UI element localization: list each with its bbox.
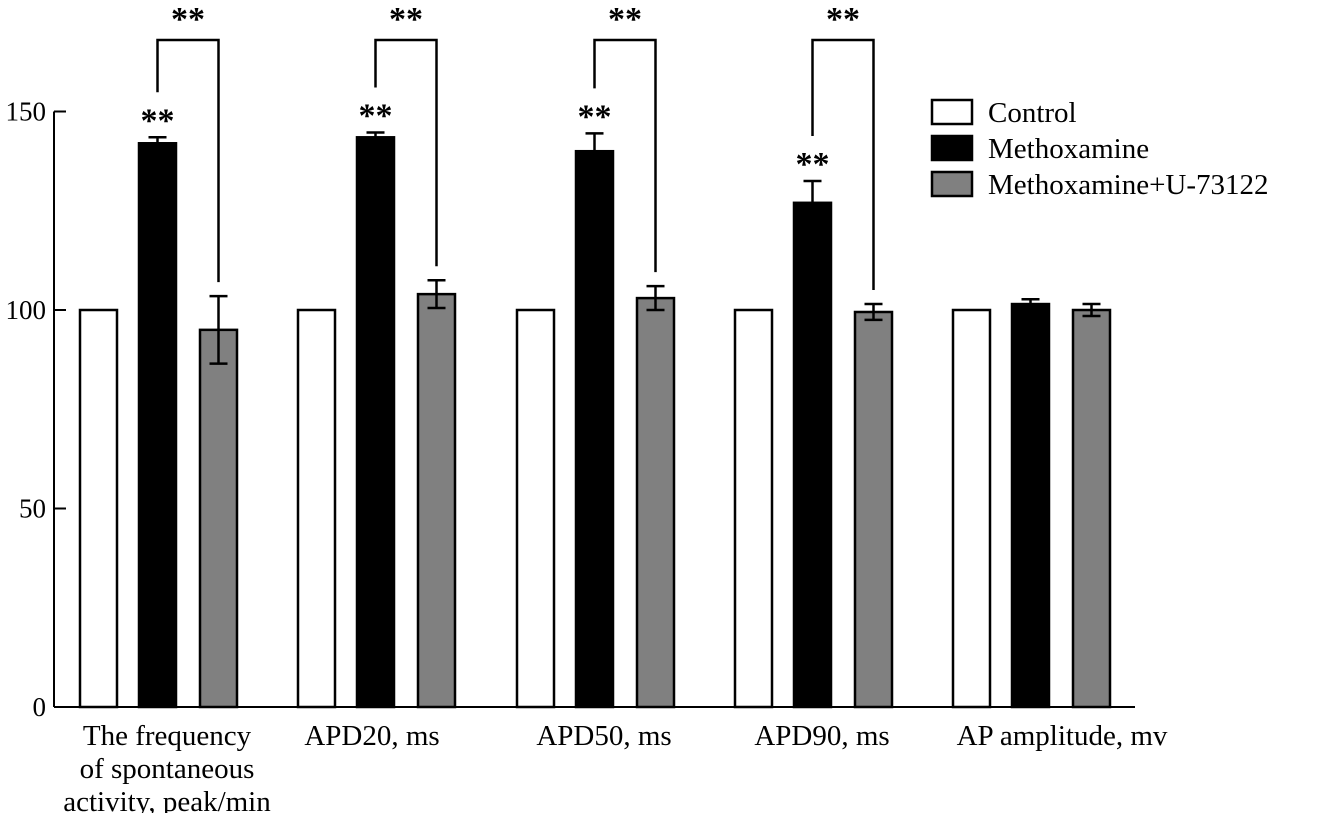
legend-label: Control [988, 97, 1077, 129]
bar-methoxamine-u-73122 [635, 296, 676, 709]
y-tick-label: 100 [6, 295, 47, 325]
comparison-bracket [156, 38, 220, 283]
comparison-bracket [593, 38, 657, 273]
x-tick-label: APD50, ms [536, 720, 671, 752]
bar-methoxamine [355, 136, 396, 709]
bar-methoxamine-u-73122 [853, 310, 894, 709]
y-tick-label: 50 [19, 494, 46, 524]
x-tick-label: APD20, ms [304, 720, 439, 752]
significance-stars: ** [359, 98, 393, 135]
x-tick-label: of spontaneous [80, 753, 255, 785]
bracket-stars: ** [826, 1, 860, 38]
bar-control [515, 308, 556, 709]
comparison-bracket [374, 38, 438, 267]
bar-methoxamine [137, 142, 178, 709]
bracket-stars: ** [389, 1, 423, 38]
significance-stars: ** [141, 102, 175, 139]
x-tick-label: AP amplitude, mv [957, 720, 1168, 752]
y-tick-label: 150 [6, 97, 47, 127]
bar-control [78, 308, 119, 709]
legend-swatch [930, 170, 974, 198]
bar-control [733, 308, 774, 709]
x-tick-label: The frequency [83, 720, 252, 752]
legend-label: Methoxamine+U-73122 [988, 169, 1269, 201]
x-tick-label: APD90, ms [754, 720, 889, 752]
bar-methoxamine [574, 149, 615, 709]
bar-methoxamine [792, 201, 833, 709]
bar-methoxamine-u-73122 [198, 328, 239, 709]
bar-methoxamine-u-73122 [1071, 308, 1112, 709]
legend-label: Methoxamine [988, 133, 1149, 165]
bracket-stars: ** [171, 1, 205, 38]
bar-methoxamine [1010, 302, 1051, 709]
comparison-bracket [811, 38, 875, 291]
bracket-stars: ** [608, 1, 642, 38]
bar-control [296, 308, 337, 709]
x-tick-label: activity, peak/min [63, 786, 271, 813]
significance-stars: ** [578, 98, 612, 135]
legend-swatch [930, 134, 974, 162]
significance-stars: ** [796, 146, 830, 183]
bar-control [951, 308, 992, 709]
bar-methoxamine-u-73122 [416, 292, 457, 709]
y-tick-label: 0 [33, 692, 47, 722]
legend-swatch [930, 98, 974, 126]
